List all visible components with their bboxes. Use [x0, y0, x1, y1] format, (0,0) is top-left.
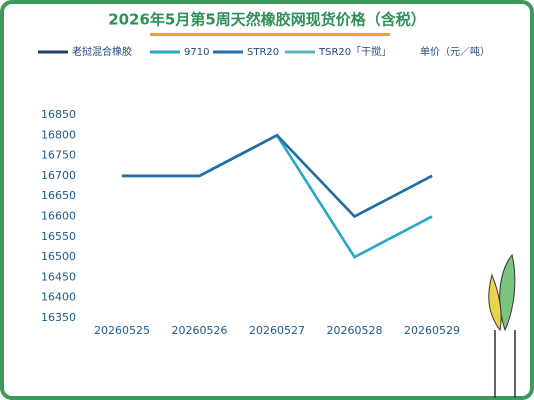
- y-tick-label: 16850: [41, 108, 76, 121]
- y-tick-label: 16500: [41, 250, 76, 263]
- y-tick-label: 16400: [41, 291, 76, 304]
- series-line: [122, 133, 433, 219]
- title-underline: [150, 33, 390, 36]
- legend-label: 老挝混合橡胶: [72, 45, 132, 58]
- x-tick-label: 20260528: [327, 324, 383, 337]
- unit-label: 单价（元／吨）: [420, 45, 490, 58]
- y-tick-label: 16750: [41, 149, 76, 162]
- x-tick-label: 20260525: [94, 324, 150, 337]
- y-tick-label: 16650: [41, 189, 76, 202]
- legend-label: TSR20「干搅」: [318, 45, 391, 58]
- chart-title: 2026年5月第5周天然橡胶网现货价格（含税）: [108, 11, 426, 29]
- y-tick-label: 16550: [41, 230, 76, 243]
- legend-label: STR20: [247, 47, 279, 58]
- legend-label: 9710: [184, 47, 209, 58]
- x-tick-label: 20260526: [172, 324, 228, 337]
- y-tick-label: 16800: [41, 128, 76, 141]
- y-tick-label: 16350: [41, 311, 76, 324]
- y-tick-label: 16450: [41, 270, 76, 283]
- plant-decoration: [488, 253, 516, 398]
- x-tick-label: 20260527: [249, 324, 305, 337]
- x-tick-label: 20260529: [404, 324, 460, 337]
- y-tick-label: 16600: [41, 210, 76, 223]
- y-tick-label: 16700: [41, 169, 76, 182]
